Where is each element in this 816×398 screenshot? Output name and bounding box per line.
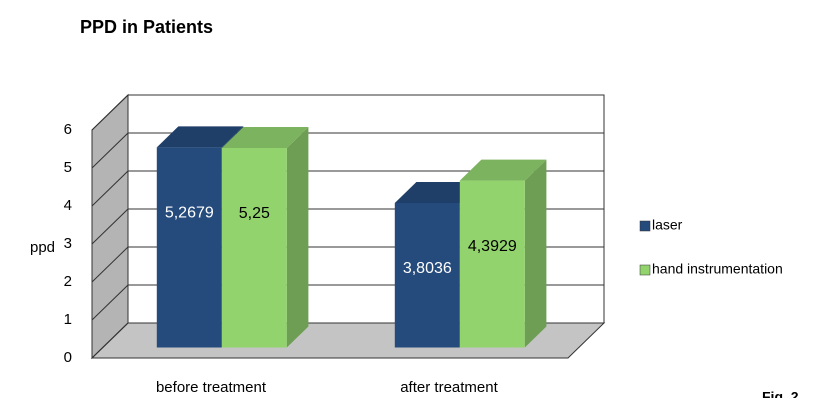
y-axis-label: ppd	[30, 239, 55, 256]
grid-line	[91, 208, 129, 245]
bar	[394, 202, 460, 348]
bar-side	[524, 159, 547, 348]
bar-side	[286, 127, 309, 348]
legend-swatch	[639, 264, 651, 276]
bar-top	[459, 159, 547, 181]
x-tick-label: after treatment	[400, 379, 498, 396]
bar-top	[394, 181, 482, 203]
bar	[156, 147, 222, 348]
y-tick-label: 2	[64, 273, 72, 290]
y-tick-label: 1	[64, 311, 72, 328]
grid-line	[91, 170, 129, 207]
figure-label: Fig. 2	[762, 389, 799, 398]
data-label: 4,3929	[468, 238, 517, 255]
legend-swatch	[639, 220, 651, 232]
data-label: 3,8036	[403, 260, 452, 277]
legend-label: hand instrumentation	[652, 261, 783, 277]
bar-top	[156, 126, 244, 148]
x-tick-label: before treatment	[156, 379, 267, 396]
bar	[459, 180, 525, 348]
y-tick-label: 4	[64, 197, 72, 214]
y-tick-label: 0	[64, 349, 72, 366]
grid-line	[91, 246, 129, 283]
y-tick-label: 3	[64, 235, 72, 252]
chart-title: PPD in Patients	[80, 17, 213, 37]
bar	[221, 148, 287, 348]
grid-line	[91, 132, 129, 169]
data-label: 5,25	[239, 205, 270, 222]
bar-top	[221, 127, 309, 148]
legend-label: laser	[652, 217, 683, 233]
y-tick-label: 6	[64, 121, 72, 138]
data-label: 5,2679	[165, 205, 214, 222]
grid-line	[91, 94, 129, 131]
y-tick-label: 5	[64, 159, 72, 176]
grid-line	[91, 284, 129, 321]
grid-line	[91, 322, 129, 359]
